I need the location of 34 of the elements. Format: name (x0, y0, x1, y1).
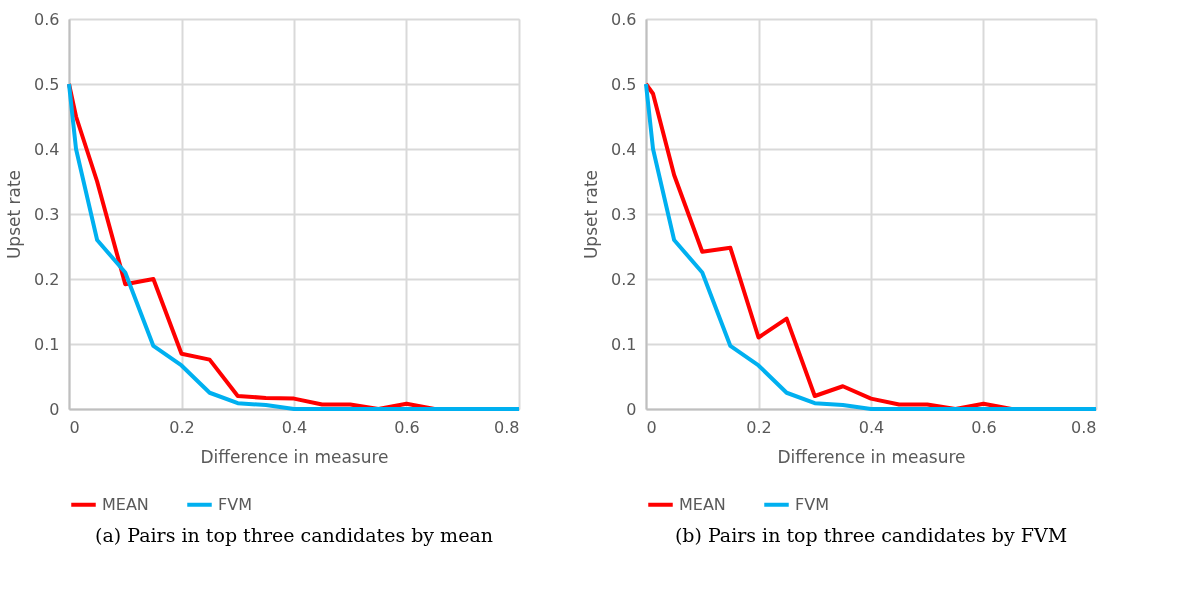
legend-label: FVM (795, 494, 829, 514)
y-tick-label: 0.3 (611, 204, 637, 224)
x-tick-label: 0 (69, 417, 80, 437)
x-tick-label: 0.8 (1071, 417, 1097, 437)
y-tick-label: 0.1 (34, 334, 60, 354)
x-tick-label: 0.2 (169, 417, 195, 437)
y-tick-label: 0.6 (611, 9, 637, 29)
x-tick-label: 0.8 (494, 417, 520, 437)
y-tick-label: 0.2 (34, 269, 60, 289)
y-tick-label: 0.4 (34, 139, 60, 159)
y-tick-label: 0.4 (611, 139, 637, 159)
y-tick-label: 0 (626, 399, 637, 419)
legend-label: MEAN (102, 494, 149, 514)
y-tick-label: 0.2 (611, 269, 637, 289)
x-axis-title: Difference in measure (777, 446, 966, 467)
y-tick-label: 0 (49, 399, 60, 419)
legend-label: FVM (218, 494, 252, 514)
y-tick-label: 0.3 (34, 204, 60, 224)
x-tick-label: 0 (646, 417, 657, 437)
y-tick-label: 0.5 (611, 74, 637, 94)
x-tick-label: 0.6 (394, 417, 420, 437)
x-tick-label: 0.6 (971, 417, 997, 437)
text: (a) Pairs in top three candidates by mean (95, 524, 493, 546)
x-tick-label: 0.4 (281, 417, 308, 437)
text: (b) Pairs in top three candidates by FVM (674, 524, 1068, 546)
y-tick-label: 0.1 (611, 334, 637, 354)
x-axis-title: Difference in measure (200, 446, 389, 467)
x-tick-label: 0.2 (746, 417, 772, 437)
y-tick-label: 0.5 (34, 74, 60, 94)
x-tick-label: 0.4 (858, 417, 885, 437)
legend-label: MEAN (679, 494, 726, 514)
y-axis-title: Upset rate (581, 169, 602, 260)
y-axis-title: Upset rate (4, 169, 25, 260)
y-tick-label: 0.6 (34, 9, 60, 29)
